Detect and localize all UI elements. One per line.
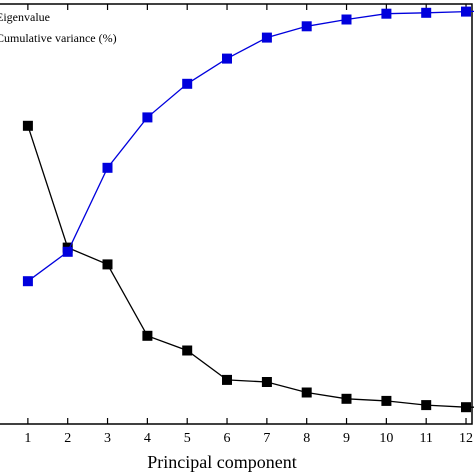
x-tick-label-4: 4	[144, 431, 151, 446]
series-line-1	[27, 10, 474, 282]
series-1-point-6	[222, 53, 232, 64]
series-1-point-12	[461, 6, 471, 17]
series-0-point-1	[22, 120, 33, 131]
x-axis-title: Principal component	[147, 452, 296, 472]
series-0-point-3	[102, 259, 113, 270]
series-1-point-10	[381, 8, 392, 19]
series-1-point-9	[341, 14, 352, 25]
legend-entry-0: Eigenvalue	[0, 10, 50, 24]
plot-frame	[0, 3, 473, 425]
series-0-point-4	[142, 330, 153, 341]
legend-entry-1: Cumulative variance (%)	[0, 31, 117, 45]
series-line-0	[27, 125, 474, 408]
series-1-point-1	[22, 276, 33, 287]
series-1-point-7	[261, 32, 272, 43]
x-tick-label-12: 12	[459, 431, 473, 446]
series-0-point-5	[182, 345, 193, 356]
series-0	[22, 120, 474, 413]
series-0-point-10	[381, 395, 392, 406]
x-tick-label-11: 11	[419, 431, 432, 446]
series-1-point-4	[142, 112, 153, 123]
x-tick-label-9: 9	[343, 431, 350, 446]
series-1-point-11	[421, 7, 432, 18]
x-tick-label-6: 6	[224, 431, 231, 446]
series-0-point-11	[421, 400, 432, 411]
x-tick-label-10: 10	[379, 431, 393, 446]
series-1-point-2	[62, 246, 73, 257]
x-tick-label-7: 7	[263, 431, 270, 446]
series-0-point-12	[461, 402, 471, 413]
series-1	[22, 6, 474, 287]
series-1-point-3	[102, 162, 113, 173]
x-tick-label-3: 3	[104, 431, 111, 446]
x-tick-label-1: 1	[24, 431, 31, 446]
series-0-point-9	[341, 393, 352, 404]
series-0-point-7	[261, 377, 272, 387]
series-1-point-8	[301, 21, 312, 32]
x-tick-label-5: 5	[184, 431, 191, 446]
x-tick-label-8: 8	[303, 431, 310, 446]
series-1-point-5	[182, 78, 193, 89]
x-tick-label-2: 2	[64, 431, 71, 446]
series-0-point-8	[301, 387, 312, 398]
series-0-point-6	[222, 374, 232, 385]
